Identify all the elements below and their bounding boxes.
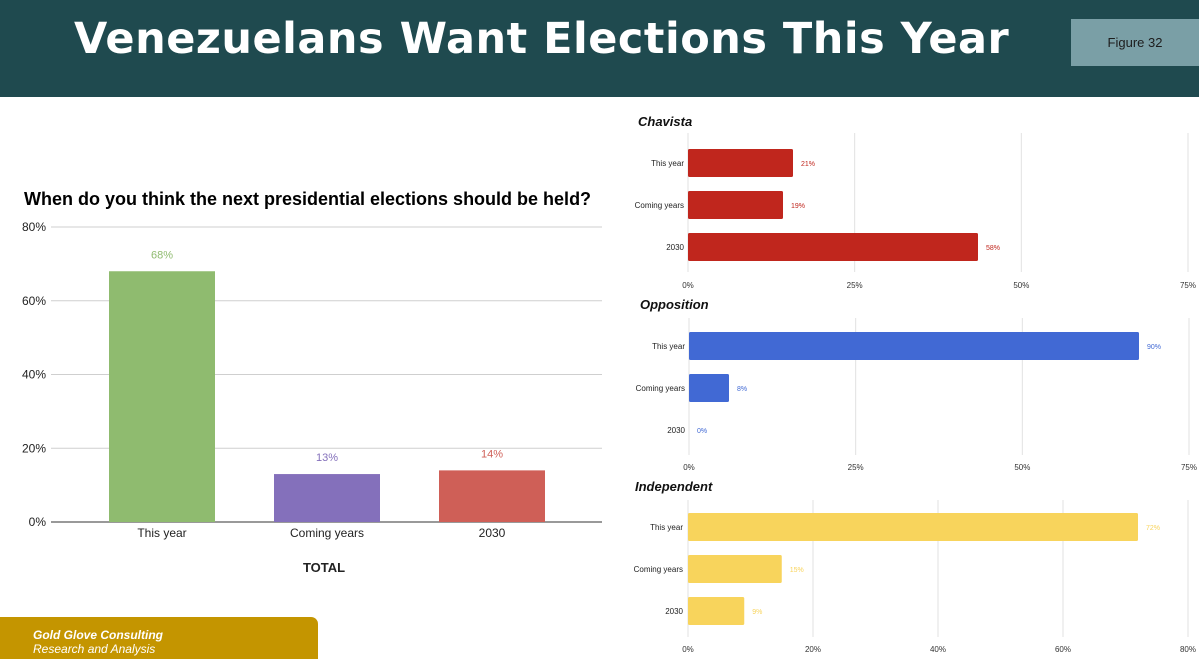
data-label: 9% xyxy=(752,609,762,616)
segment-title: Chavista xyxy=(638,114,692,129)
bar-coming-years xyxy=(688,191,783,219)
x-tick-label: Coming years xyxy=(290,526,364,540)
x-tick-label: 50% xyxy=(1014,463,1030,472)
y-tick-label: This year xyxy=(652,342,685,351)
bar-coming-years xyxy=(689,374,729,402)
data-label: 21% xyxy=(801,161,815,168)
x-tick-label: 60% xyxy=(1055,645,1071,654)
y-tick-label: Coming years xyxy=(634,565,683,574)
x-tick-label: 25% xyxy=(847,281,863,290)
y-tick-label: Coming years xyxy=(635,201,684,210)
bar-this-year xyxy=(109,271,215,522)
y-tick-label: 2030 xyxy=(667,426,685,435)
x-tick-label: 0% xyxy=(683,463,695,472)
data-label: 19% xyxy=(791,203,805,210)
segment-title: Independent xyxy=(635,479,713,494)
data-label: 15% xyxy=(790,567,804,574)
x-axis-title: TOTAL xyxy=(303,560,345,575)
y-tick-label: This year xyxy=(651,159,684,168)
bar-2030 xyxy=(688,597,745,625)
figure-label: Figure 32 xyxy=(1071,19,1199,66)
x-tick-label: 2030 xyxy=(479,526,506,540)
bar-this-year xyxy=(688,149,793,177)
footer-company: Gold Glove Consulting xyxy=(33,628,163,642)
x-tick-label: 75% xyxy=(1180,281,1196,290)
data-label: 0% xyxy=(697,428,707,435)
x-tick-label: 80% xyxy=(1180,645,1196,654)
bar-2030 xyxy=(439,470,545,522)
y-tick-label: This year xyxy=(650,523,683,532)
data-label: 90% xyxy=(1147,344,1161,351)
header-bar: Venezuelans Want Elections This Year Fig… xyxy=(0,0,1199,97)
data-label: 58% xyxy=(986,245,1000,252)
x-tick-label: 0% xyxy=(682,281,694,290)
footer-badge: Gold Glove Consulting Research and Analy… xyxy=(0,617,318,659)
x-tick-label: 40% xyxy=(930,645,946,654)
y-tick-label: Coming years xyxy=(636,384,685,393)
y-tick-label: 80% xyxy=(22,220,46,234)
data-label: 13% xyxy=(316,452,338,464)
x-tick-label: 75% xyxy=(1181,463,1197,472)
segment-title: Opposition xyxy=(640,297,709,312)
bar-this-year xyxy=(689,332,1139,360)
bar-this-year xyxy=(688,513,1138,541)
x-tick-label: 20% xyxy=(805,645,821,654)
data-label: 8% xyxy=(737,386,747,393)
x-tick-label: 50% xyxy=(1013,281,1029,290)
y-tick-label: 0% xyxy=(29,515,47,529)
data-label: 68% xyxy=(151,249,173,261)
bar-coming-years xyxy=(274,474,380,522)
y-tick-label: 20% xyxy=(22,441,46,455)
y-tick-label: 2030 xyxy=(665,607,683,616)
bar-2030 xyxy=(688,233,978,261)
x-tick-label: 0% xyxy=(682,645,694,654)
x-tick-label: 25% xyxy=(848,463,864,472)
bar-coming-years xyxy=(688,555,782,583)
y-tick-label: 60% xyxy=(22,294,46,308)
y-tick-label: 40% xyxy=(22,368,46,382)
data-label: 72% xyxy=(1146,525,1160,532)
x-tick-label: This year xyxy=(137,526,186,540)
page-title: Venezuelans Want Elections This Year xyxy=(74,14,1010,64)
data-label: 14% xyxy=(481,448,503,460)
y-tick-label: 2030 xyxy=(666,243,684,252)
chart-title: When do you think the next presidential … xyxy=(24,189,591,209)
footer-tagline: Research and Analysis xyxy=(33,642,156,656)
